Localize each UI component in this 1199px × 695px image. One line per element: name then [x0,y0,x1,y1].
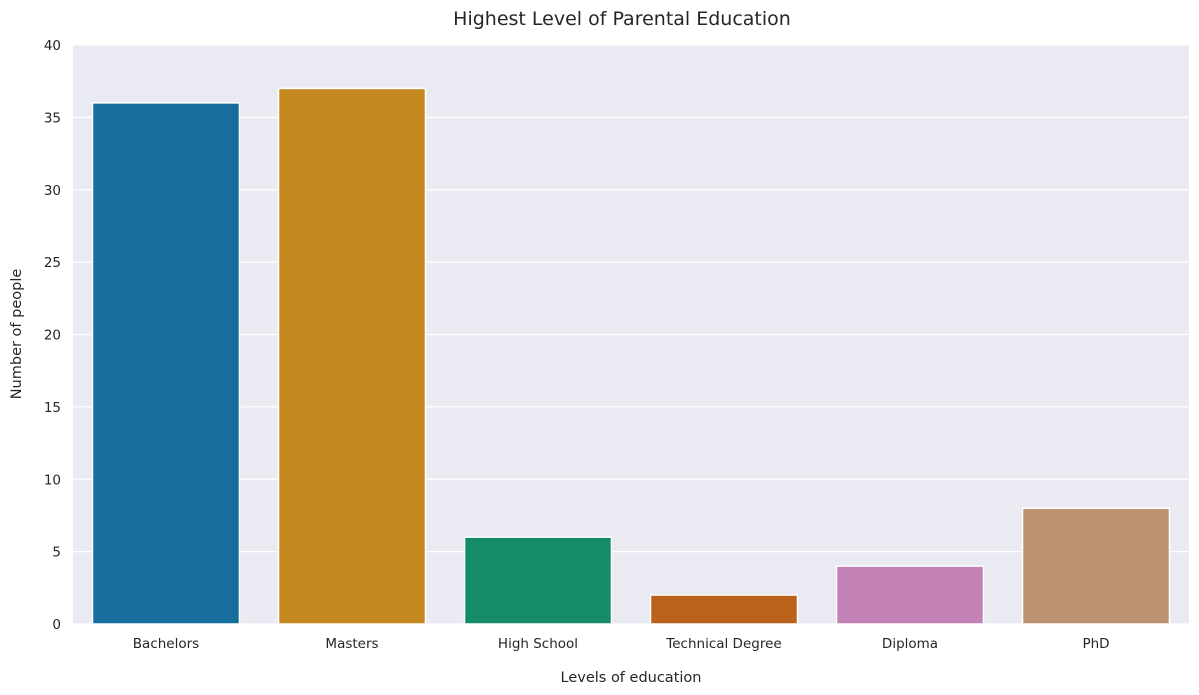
x-tick-label: Diploma [882,636,938,652]
gridlines [73,44,1189,625]
y-tick-label: 10 [44,472,61,488]
bar-high-school [463,536,613,625]
bar-phd [1021,507,1171,625]
y-axis-label: Number of people [9,269,25,400]
x-tick-label: Technical Degree [665,636,781,652]
chart-title: Highest Level of Parental Education [453,8,791,30]
x-axis-label: Levels of education [561,670,702,686]
x-tick-label: Bachelors [133,636,199,652]
bars [91,87,1171,625]
x-tick-label: PhD [1082,636,1109,652]
bar-diploma [835,565,985,625]
y-tick-label: 25 [44,255,61,271]
y-tick-label: 15 [44,400,61,416]
bar-masters [277,87,427,625]
x-tick-label: Masters [325,636,378,652]
x-tick-label: High School [498,636,578,652]
x-axis-ticks: Bachelors Masters High School Technical Deg… [133,636,1110,652]
y-tick-label: 30 [44,183,61,199]
bar-technical-degree [649,594,799,625]
y-tick-label: 35 [44,110,61,126]
y-tick-label: 0 [52,617,61,633]
y-tick-label: 40 [44,38,61,54]
y-axis-ticks: 0 5 10 15 20 25 30 35 40 [44,38,61,633]
y-tick-label: 20 [44,328,61,344]
y-tick-label: 5 [52,545,61,561]
bar-bachelors [91,102,241,625]
